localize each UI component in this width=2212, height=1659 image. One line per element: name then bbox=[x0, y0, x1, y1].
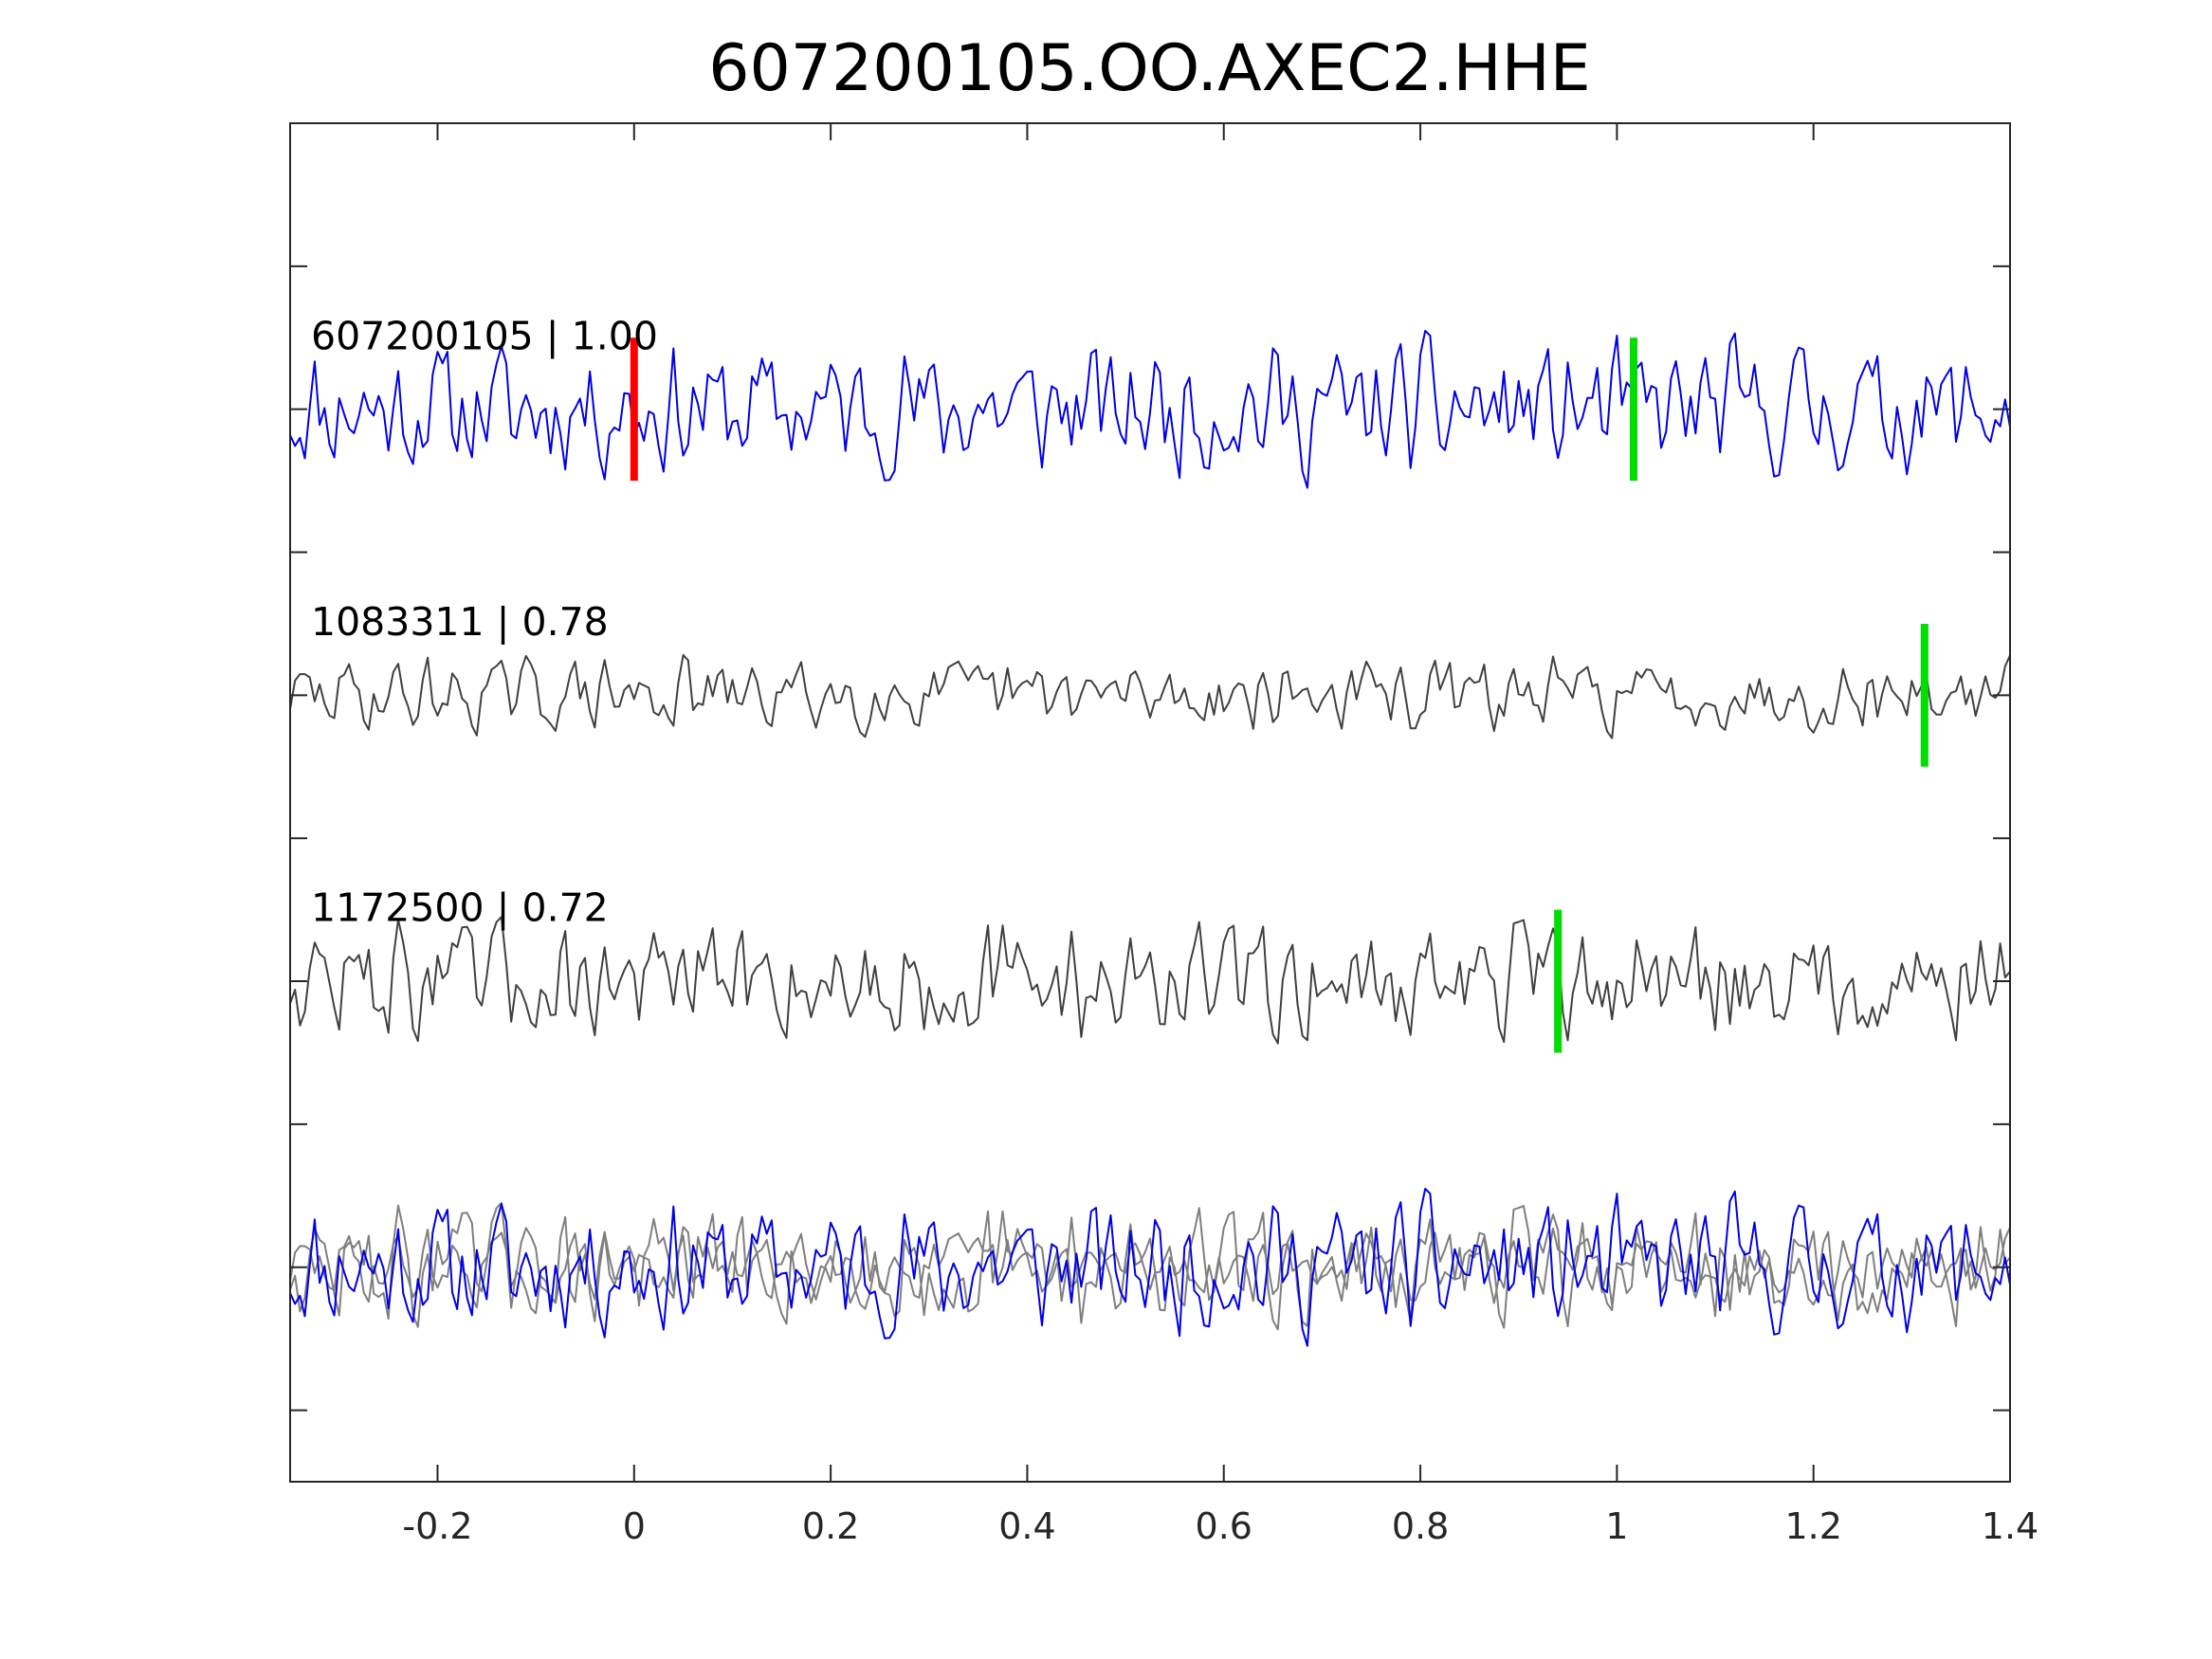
overlay-trace-line-2 bbox=[289, 1201, 2011, 1331]
x-tick-label: 0 bbox=[623, 1505, 646, 1547]
trace-label-2: 1172500 | 0.72 bbox=[311, 885, 609, 931]
x-tick-label: 1.2 bbox=[1784, 1505, 1841, 1547]
traces-layer bbox=[289, 329, 2011, 1347]
trace-line-0 bbox=[289, 329, 2011, 489]
labels-layer: 607200105 | 1.00 1083311 | 0.78 1172500 | … bbox=[311, 313, 658, 930]
trace-line-1 bbox=[289, 653, 2011, 739]
x-tick-label: 0.2 bbox=[802, 1505, 859, 1547]
trace-label-1: 1083311 | 0.78 bbox=[311, 599, 609, 645]
axes-layer: -0.2 0 0.2 0.4 0.6 0.8 1 1.2 1.4 bbox=[289, 122, 2038, 1547]
x-tick-label: 1 bbox=[1605, 1505, 1628, 1547]
trace-line-2 bbox=[289, 916, 2011, 1045]
axes-frame bbox=[289, 122, 2011, 1483]
x-tick-label: 0.4 bbox=[998, 1505, 1055, 1547]
x-tick-label: 0.8 bbox=[1392, 1505, 1449, 1547]
x-tick-label: 1.4 bbox=[1982, 1505, 2038, 1547]
x-tick-label: -0.2 bbox=[402, 1505, 472, 1547]
x-tick-label: 0.6 bbox=[1196, 1505, 1252, 1547]
chart-title: 607200105.OO.AXEC2.HHE bbox=[708, 31, 1591, 106]
overlay-trace-line-0 bbox=[289, 1187, 2011, 1347]
trace-label-0: 607200105 | 1.00 bbox=[311, 313, 658, 358]
picks-layer bbox=[630, 337, 1929, 1053]
overlay-trace-line-1 bbox=[289, 1226, 2011, 1311]
